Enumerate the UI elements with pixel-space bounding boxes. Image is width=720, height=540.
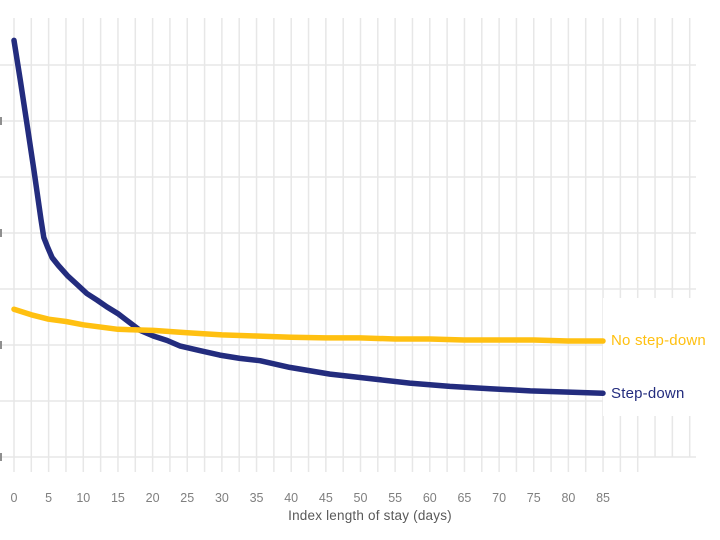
x-tick-label: 25 bbox=[180, 491, 195, 505]
x-tick-label: 70 bbox=[492, 491, 507, 505]
series-label-step-down: Step-down bbox=[611, 385, 685, 403]
x-tick-label: 0 bbox=[10, 491, 18, 505]
x-tick-label: 5 bbox=[45, 491, 53, 505]
x-tick-label: 20 bbox=[145, 491, 160, 505]
x-tick-label: 65 bbox=[457, 491, 472, 505]
x-tick-label: 80 bbox=[561, 491, 576, 505]
x-tick-label: 35 bbox=[249, 491, 264, 505]
x-tick-label: 40 bbox=[284, 491, 299, 505]
x-tick-label: 10 bbox=[76, 491, 91, 505]
x-tick-label: 55 bbox=[388, 491, 403, 505]
x-tick-label: 50 bbox=[353, 491, 368, 505]
x-axis-title: Index length of stay (days) bbox=[288, 508, 452, 523]
x-tick-label: 15 bbox=[110, 491, 125, 505]
series-label-no-step-down: No step-down bbox=[611, 331, 706, 349]
x-tick-label: 75 bbox=[526, 491, 541, 505]
x-tick-label: 60 bbox=[422, 491, 437, 505]
x-tick-label: 30 bbox=[214, 491, 229, 505]
x-tick-label: 45 bbox=[318, 491, 333, 505]
x-tick-label: 85 bbox=[596, 491, 610, 505]
